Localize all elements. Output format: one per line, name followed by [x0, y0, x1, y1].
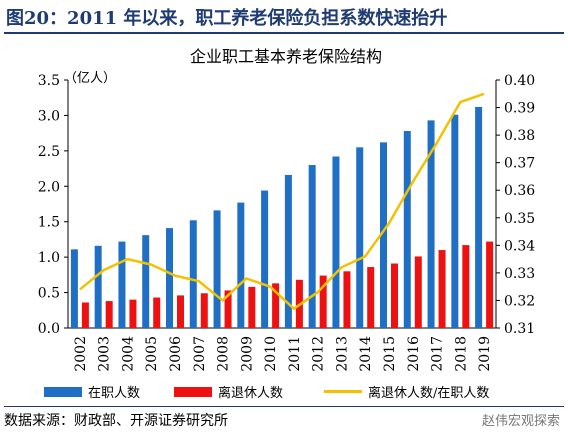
y-tick-label-right: 0.38	[504, 128, 535, 144]
bar-retired	[177, 295, 184, 328]
legend-label-retired: 离退休人数	[218, 386, 284, 401]
bar-retired	[129, 299, 137, 328]
figure-title: 图20：2011 年以来，职工养老保险负担系数快速抬升	[6, 8, 448, 29]
legend-swatch-ratio	[324, 390, 362, 393]
legend-label-employed: 在职人数	[88, 386, 141, 401]
legend: 在职人数 离退休人数 离退休人数/在职人数	[44, 382, 564, 402]
x-tick-label: 2003	[97, 336, 113, 372]
title-divider	[4, 32, 564, 34]
bar-employed	[332, 156, 340, 328]
bar-employed	[308, 165, 316, 328]
y-tick-label-left: 3.5	[38, 73, 60, 89]
x-tick-label: 2011	[287, 336, 303, 372]
bar-employed	[70, 249, 78, 328]
y-tick-label-left: 2.0	[38, 179, 60, 195]
x-tick-label: 2008	[216, 336, 232, 372]
source-note: 数据来源：财政部、开源证券研究所	[4, 413, 228, 429]
bar-retired	[200, 293, 208, 328]
bar-employed	[261, 190, 269, 328]
bar-retired	[486, 241, 494, 328]
bar-retired	[319, 275, 327, 328]
y-tick-label-right: 0.39	[504, 101, 535, 117]
x-tick-label: 2016	[406, 336, 422, 372]
x-tick-label: 2012	[311, 336, 327, 372]
y-tick-label-right: 0.33	[504, 266, 535, 282]
y-axis-left-label: （亿人）	[64, 71, 116, 86]
line-ratio	[79, 92, 485, 310]
x-tick-label: 2015	[382, 336, 398, 372]
legend-item-employed: 在职人数	[44, 382, 140, 401]
x-tick-label: 2014	[358, 336, 374, 372]
bar-employed	[403, 131, 411, 328]
bar-retired	[248, 286, 256, 328]
x-tick-label: 2005	[144, 336, 160, 372]
y-tick-label-right: 0.36	[504, 183, 535, 199]
legend-item-retired: 离退休人数	[174, 382, 283, 401]
chart-title: 企业职工基本养老保险结构	[190, 47, 382, 66]
legend-item-ratio: 离退休人数/在职人数	[324, 382, 489, 401]
bar-retired	[224, 290, 232, 328]
legend-label-ratio: 离退休人数/在职人数	[368, 386, 490, 401]
y-tick-label-right: 0.34	[504, 238, 535, 254]
bar-employed	[427, 120, 435, 328]
bar-employed	[380, 142, 387, 328]
y-tick-label-left: 2.5	[38, 144, 60, 160]
bar-employed	[189, 220, 197, 328]
y-tick-label-left: 0.5	[38, 286, 60, 302]
x-tick-label: 2013	[334, 336, 350, 372]
y-tick-label-left: 1.0	[38, 250, 60, 266]
y-tick-label-left: 1.5	[38, 215, 60, 231]
x-tick-label: 2010	[263, 336, 279, 372]
bar-retired	[272, 283, 280, 328]
x-tick-label: 2019	[477, 336, 493, 372]
bar-employed	[284, 174, 292, 328]
legend-swatch-employed	[44, 386, 82, 397]
legend-swatch-retired	[174, 386, 212, 397]
x-tick-label: 2018	[453, 336, 469, 372]
watermark: 赵伟宏观探索	[481, 414, 560, 429]
y-tick-label-right: 0.37	[504, 156, 535, 172]
x-tick-label: 2006	[168, 336, 184, 372]
chart: 企业职工基本养老保险结构 （亿人） 0.0 0.5 1.0 1.5 2.0 2.5 3.0 3…	[38, 47, 536, 372]
bar-employed	[475, 106, 483, 328]
bar-employed	[356, 147, 364, 328]
bar-retired	[81, 302, 89, 328]
bar-employed	[94, 245, 102, 328]
bar-employed	[451, 114, 459, 328]
bottom-divider	[4, 406, 564, 407]
bar-employed	[213, 210, 221, 328]
bar-retired	[438, 250, 446, 328]
plot-area: 0.0 0.5 1.0 1.5 2.0 2.5 3.0 3.5 0.31 0.32 0.33 0.34…	[38, 73, 536, 372]
y-tick-label-left: 3.0	[38, 108, 60, 124]
x-tick-label: 2009	[239, 336, 255, 372]
y-tick-label-right: 0.40	[504, 73, 535, 89]
bar-retired	[414, 256, 422, 328]
y-tick-label-right: 0.35	[504, 211, 535, 227]
bar-retired	[153, 297, 161, 328]
bar-retired	[367, 267, 375, 328]
y-tick-label-right: 0.32	[504, 293, 535, 309]
x-tick-label: 2002	[73, 336, 89, 372]
y-tick-label-right: 0.31	[504, 321, 535, 337]
bar-retired	[462, 245, 470, 328]
bar-employed	[142, 235, 150, 328]
bar-employed	[118, 241, 126, 328]
bar-retired	[105, 301, 113, 328]
x-tick-label: 2017	[430, 336, 446, 372]
bar-employed	[166, 228, 173, 328]
x-tick-label: 2004	[120, 336, 136, 372]
x-tick-label: 2007	[192, 336, 208, 372]
bar-employed	[237, 202, 245, 328]
y-tick-label-left: 0.0	[38, 321, 60, 337]
bar-retired	[391, 263, 398, 328]
bar-retired	[343, 271, 351, 328]
